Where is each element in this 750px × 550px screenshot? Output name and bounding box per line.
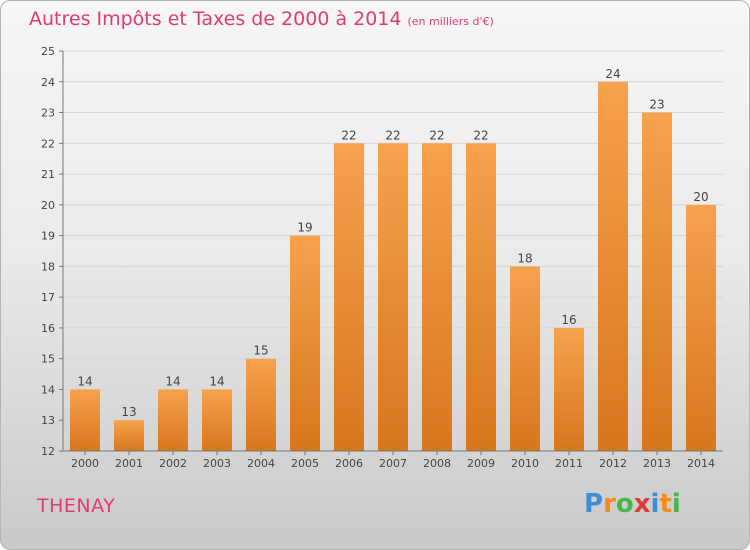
- y-axis-ticks: 12 13 14 15 16 17 18 19 20 21 22 23 24 25: [41, 45, 63, 458]
- location-label: THENAY: [37, 495, 116, 517]
- bars: 14 13 14 14 15 19 22 22 22 22 18 16 24 23 20: [70, 67, 716, 452]
- y-tick-label: 21: [41, 168, 55, 181]
- x-tick-label: 2011: [555, 457, 583, 470]
- bar: [290, 235, 320, 451]
- y-tick-label: 12: [41, 445, 55, 458]
- data-label: 22: [341, 128, 356, 142]
- y-tick-label: 23: [41, 107, 55, 120]
- x-tick-label: 2002: [159, 457, 187, 470]
- data-label: 22: [473, 128, 488, 142]
- logo-letter: i: [671, 489, 681, 519]
- data-label: 24: [605, 67, 620, 81]
- data-label: 23: [649, 98, 664, 112]
- y-tick-label: 24: [41, 76, 55, 89]
- data-label: 20: [693, 190, 708, 204]
- x-axis-ticks: 2000 2001 2002 2003 2004 2005 2006 2007 2008 2009…: [71, 451, 715, 470]
- data-label: 16: [561, 313, 576, 327]
- x-tick-label: 2003: [203, 457, 231, 470]
- x-tick-label: 2012: [599, 457, 627, 470]
- data-label: 14: [209, 374, 224, 388]
- bar: [642, 112, 672, 452]
- logo-letter: P: [584, 489, 604, 519]
- x-tick-label: 2014: [687, 457, 715, 470]
- y-tick-label: 19: [41, 230, 55, 243]
- chart-title: Autres Impôts et Taxes de 2000 à 2014 (en…: [29, 8, 494, 30]
- x-tick-label: 2007: [379, 457, 407, 470]
- bar: [422, 143, 452, 452]
- y-tick-label: 13: [41, 414, 55, 427]
- x-tick-label: 2006: [335, 457, 363, 470]
- data-label: 18: [517, 251, 532, 265]
- proxiti-logo: Proxiti: [584, 489, 681, 519]
- x-tick-label: 2004: [247, 457, 275, 470]
- y-tick-label: 16: [41, 322, 55, 335]
- logo-letter: i: [650, 489, 660, 519]
- bar: [598, 81, 628, 452]
- bar: [466, 143, 496, 452]
- bar: [246, 358, 276, 451]
- bar: [510, 266, 540, 451]
- x-tick-label: 2013: [643, 457, 671, 470]
- bar: [686, 204, 716, 451]
- y-tick-label: 20: [41, 199, 55, 212]
- data-label: 22: [429, 128, 444, 142]
- bar: [158, 389, 188, 451]
- data-label: 14: [77, 374, 92, 388]
- y-tick-label: 14: [41, 383, 55, 396]
- bar: [202, 389, 232, 451]
- chart-subtitle: (en milliers d'€): [407, 15, 494, 28]
- y-tick-label: 25: [41, 45, 55, 58]
- bar: [554, 327, 584, 451]
- x-tick-label: 2005: [291, 457, 319, 470]
- x-tick-label: 2001: [115, 457, 143, 470]
- bar: [70, 389, 100, 451]
- logo-letter: r: [603, 489, 616, 519]
- logo-letter: t: [659, 489, 672, 519]
- logo-letter: o: [615, 489, 634, 519]
- logo-letter: x: [633, 489, 651, 519]
- data-label: 19: [297, 221, 312, 235]
- x-tick-label: 2008: [423, 457, 451, 470]
- data-label: 15: [253, 344, 268, 358]
- bar: [114, 420, 144, 451]
- y-tick-label: 22: [41, 137, 55, 150]
- bar: [378, 143, 408, 452]
- bar: [334, 143, 364, 452]
- x-tick-label: 2000: [71, 457, 99, 470]
- chart-title-main: Autres Impôts et Taxes de 2000 à 2014: [29, 8, 402, 30]
- x-tick-label: 2010: [511, 457, 539, 470]
- data-label: 14: [165, 374, 180, 388]
- y-tick-label: 17: [41, 291, 55, 304]
- axes: [62, 51, 723, 452]
- x-tick-label: 2009: [467, 457, 495, 470]
- y-tick-label: 18: [41, 260, 55, 273]
- data-label: 22: [385, 128, 400, 142]
- y-tick-label: 15: [41, 353, 55, 366]
- data-label: 13: [121, 405, 136, 419]
